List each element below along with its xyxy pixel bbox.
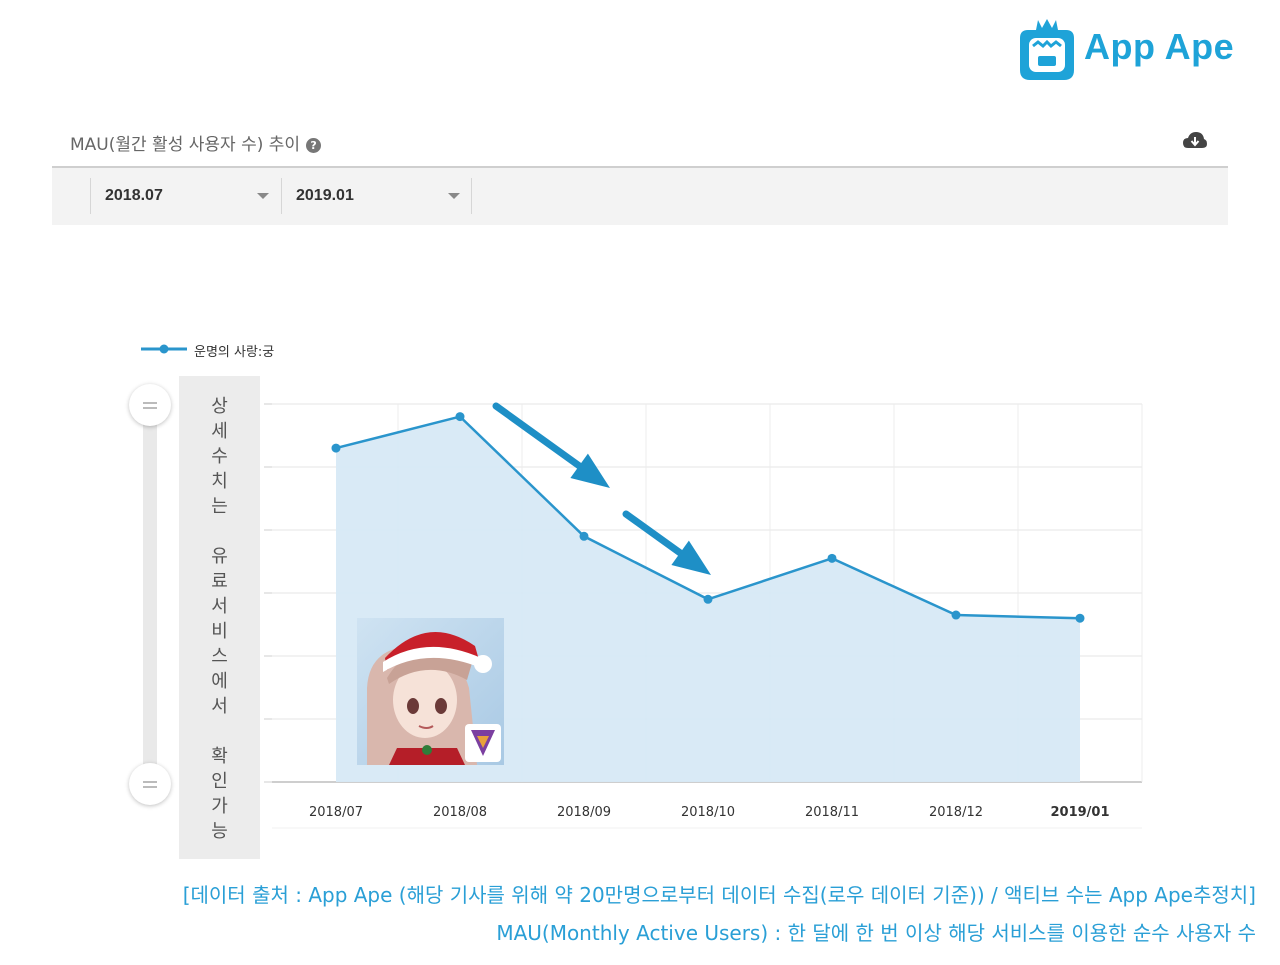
note-char: 능: [211, 821, 228, 842]
end-month-select[interactable]: 2019.01: [281, 178, 472, 214]
note-char: 수: [211, 446, 228, 467]
ape-face-icon: [1020, 19, 1074, 80]
panel-title: MAU(월간 활성 사용자 수) 추이?: [70, 130, 322, 155]
start-month-select[interactable]: 2018.07: [90, 178, 281, 214]
data-point: [455, 412, 465, 422]
end-month-value: 2019.01: [296, 187, 354, 204]
note-char: 에: [211, 671, 228, 692]
note-char: 서: [211, 596, 228, 617]
cloud-download-icon[interactable]: [1182, 130, 1208, 152]
note-char: 유: [211, 546, 228, 567]
panel-title-text: MAU(월간 활성 사용자 수) 추이: [70, 135, 301, 155]
data-point: [1075, 613, 1085, 623]
note-char: 확: [211, 746, 228, 767]
note-char: 료: [211, 571, 228, 592]
x-tick-label: 2018/10: [681, 805, 735, 820]
note-char: 서: [211, 696, 228, 717]
range-slider-track[interactable]: [143, 405, 157, 785]
legend-series-name: 운명의 사랑:궁: [194, 345, 275, 360]
note-char: 는: [211, 496, 228, 517]
date-filter-bar: 2018.07 2019.01: [52, 168, 1228, 225]
app-icon-image: [357, 618, 504, 765]
data-point: [703, 594, 713, 604]
data-point: [331, 443, 341, 453]
x-tick-label: 2018/11: [805, 805, 859, 820]
brand-name: App Ape: [1084, 26, 1235, 67]
data-point: [579, 531, 589, 541]
question-circle-icon[interactable]: ?: [306, 138, 322, 153]
trend-arrow-head: [570, 453, 610, 488]
chart-legend[interactable]: 운명의 사랑:궁: [140, 338, 274, 360]
panel-header: MAU(월간 활성 사용자 수) 추이?: [52, 118, 1228, 168]
x-tick-label: 2018/09: [557, 805, 611, 820]
note-char: 세: [211, 421, 228, 442]
trend-arrow-head: [671, 540, 711, 575]
note-char: 스: [211, 646, 228, 667]
note-char: 인: [211, 771, 228, 792]
note-char: 비: [211, 621, 228, 642]
x-tick-label: 2019/01: [1050, 805, 1109, 820]
range-slider-bottom-handle[interactable]: [129, 763, 171, 805]
footer-source-note: [데이터 출처 : App Ape (해당 기사를 위해 약 20만명으로부터 …: [182, 883, 1256, 907]
select-divider: [471, 178, 472, 214]
x-tick-label: 2018/12: [929, 805, 983, 820]
app-ape-logo: App Ape: [1018, 16, 1258, 86]
note-char: 가: [211, 796, 228, 817]
x-tick-label: 2018/07: [309, 805, 363, 820]
footer-mau-definition: MAU(Monthly Active Users) : 한 달에 한 번 이상 …: [496, 921, 1256, 945]
trend-arrow-shaft: [492, 402, 583, 470]
x-tick-label: 2018/08: [433, 805, 487, 820]
legend-line-marker: [141, 344, 187, 354]
note-char: 상: [211, 396, 228, 417]
start-month-value: 2018.07: [105, 187, 163, 204]
chevron-down-icon: [448, 193, 460, 199]
range-slider-top-handle[interactable]: [129, 384, 171, 426]
chevron-down-icon: [257, 193, 269, 199]
data-point: [827, 553, 837, 563]
trend-arrow-shaft: [622, 510, 684, 557]
note-char: 치: [211, 471, 228, 492]
data-point: [951, 610, 961, 620]
